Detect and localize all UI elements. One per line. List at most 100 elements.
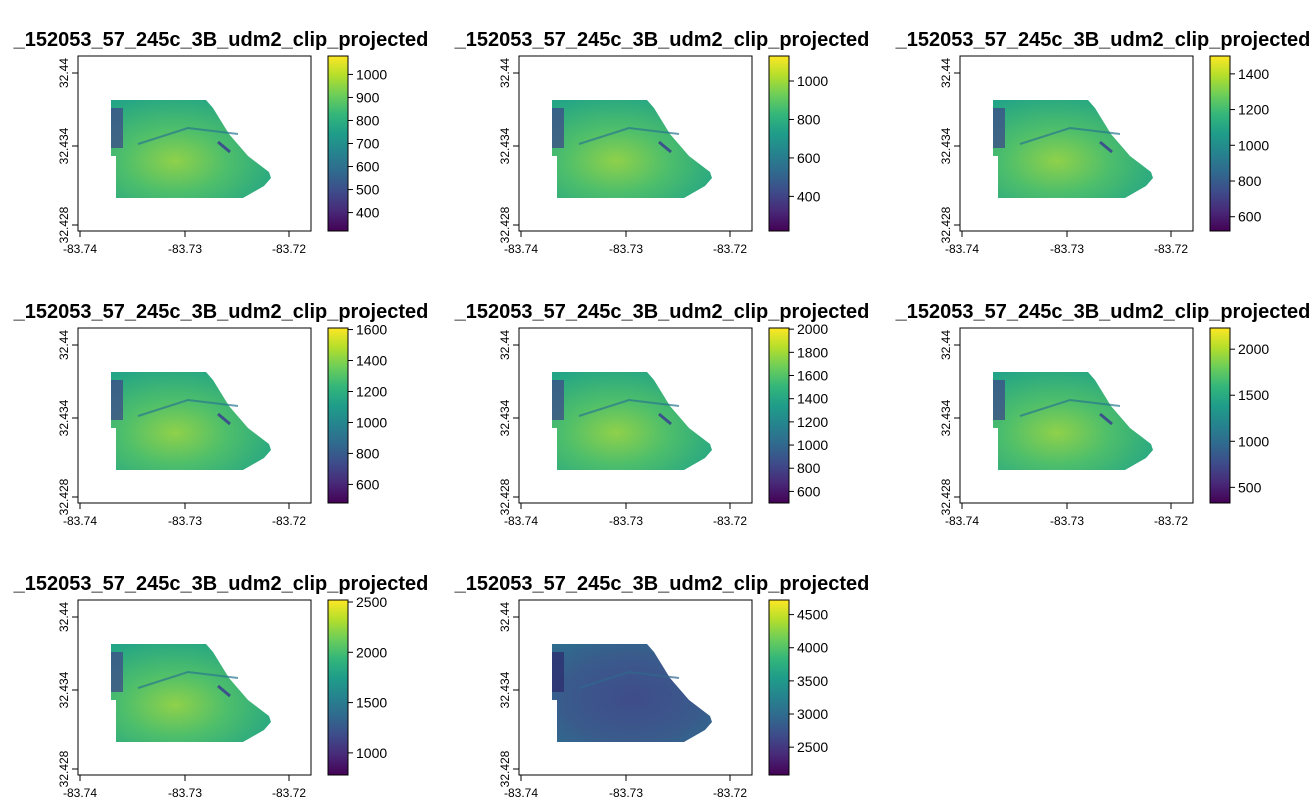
y-tick-label: 32.428 (498, 478, 512, 515)
colorbar-tick-label: 500 (356, 182, 380, 198)
y-tick-label: 32.44 (939, 330, 953, 360)
y-tick-label: 32.44 (498, 602, 512, 632)
colorbar (1209, 327, 1231, 504)
colorbar (327, 327, 349, 504)
panel-title: _152053_57_245c_3B_udm2_clip_projected (13, 29, 429, 51)
colorbar-tick-label: 1400 (1238, 66, 1269, 82)
dark-feature (1099, 140, 1113, 154)
raster-panel: _152053_57_245c_3B_udm2_clip_projected -8… (454, 301, 870, 528)
colorbar-tick-label: 2000 (356, 644, 387, 660)
y-tick-label: 32.434 (57, 127, 71, 164)
y-tick-label: 32.428 (57, 750, 71, 787)
dark-feature (217, 412, 231, 426)
raster-region (111, 372, 271, 470)
dark-feature (658, 684, 672, 698)
colorbar-tick-label: 800 (356, 112, 380, 128)
y-tick-label: 32.428 (939, 478, 953, 515)
x-tick-label: -83.73 (609, 514, 643, 528)
raster-panel: _152053_57_245c_3B_udm2_clip_projected -8… (454, 29, 870, 256)
colorbar-tick-label: 1600 (797, 368, 828, 384)
y-tick-label: 32.428 (939, 206, 953, 243)
colorbar-tick-label: 3500 (797, 673, 828, 689)
y-tick-label: 32.434 (498, 127, 512, 164)
panel-title: _152053_57_245c_3B_udm2_clip_projected (895, 29, 1311, 51)
colorbar-tick-label: 600 (356, 476, 380, 492)
y-tick-label: 32.44 (57, 330, 71, 360)
colorbar-tick-label: 800 (356, 445, 380, 461)
colorbar (1209, 55, 1231, 232)
dark-feature (111, 108, 123, 148)
panel-title: _152053_57_245c_3B_udm2_clip_projected (13, 573, 429, 595)
panel-title: _152053_57_245c_3B_udm2_clip_projected (454, 573, 870, 595)
x-tick-label: -83.72 (713, 514, 747, 528)
colorbar-tick-label: 600 (797, 150, 821, 166)
colorbar-tick-label: 1000 (356, 414, 387, 430)
colorbar-tick-label: 2000 (1238, 341, 1269, 357)
x-tick-label: -83.72 (272, 242, 306, 256)
y-tick-label: 32.428 (498, 206, 512, 243)
dark-feature (993, 380, 1005, 420)
x-tick-label: -83.72 (713, 242, 747, 256)
x-tick-label: -83.74 (945, 514, 979, 528)
colorbar-tick-label: 600 (797, 483, 821, 499)
colorbar-tick-label: 1000 (356, 745, 387, 761)
colorbar-tick-label: 1000 (797, 437, 828, 453)
y-tick-label: 32.428 (498, 750, 512, 787)
colorbar (768, 599, 790, 776)
dark-feature (111, 652, 123, 692)
x-tick-label: -83.74 (63, 786, 97, 800)
colorbar-tick-label: 4500 (797, 607, 828, 623)
dark-feature (217, 140, 231, 154)
colorbar (768, 55, 790, 232)
dark-feature (993, 108, 1005, 148)
y-tick-label: 32.434 (57, 671, 71, 708)
x-tick-label: -83.74 (945, 242, 979, 256)
x-tick-label: -83.73 (168, 786, 202, 800)
colorbar-tick-label: 1500 (356, 695, 387, 711)
raster-region (552, 100, 712, 198)
dark-feature (217, 684, 231, 698)
dark-feature (137, 670, 239, 689)
y-tick-label: 32.434 (939, 127, 953, 164)
raster-region (111, 644, 271, 742)
colorbar-tick-label: 400 (797, 188, 821, 204)
y-tick-label: 32.44 (939, 58, 953, 88)
y-tick-label: 32.428 (57, 478, 71, 515)
x-tick-label: -83.73 (168, 514, 202, 528)
colorbar-tick-label: 400 (356, 205, 380, 221)
colorbar (327, 55, 349, 232)
raster-panel: _152053_57_245c_3B_udm2_clip_projected -8… (454, 573, 870, 800)
colorbar-tick-label: 1000 (356, 66, 387, 82)
y-tick-label: 32.434 (939, 399, 953, 436)
raster-panel: _152053_57_245c_3B_udm2_clip_projected -8… (13, 301, 429, 528)
x-tick-label: -83.74 (63, 242, 97, 256)
raster-region (993, 372, 1153, 470)
colorbar-tick-label: 600 (356, 159, 380, 175)
y-tick-label: 32.434 (57, 399, 71, 436)
panel-title: _152053_57_245c_3B_udm2_clip_projected (895, 301, 1311, 323)
x-tick-label: -83.74 (504, 514, 538, 528)
y-tick-label: 32.434 (498, 399, 512, 436)
dark-feature (111, 380, 123, 420)
colorbar-tick-label: 800 (1238, 173, 1262, 189)
dark-feature (552, 652, 564, 692)
dark-feature (578, 126, 680, 145)
colorbar-tick-label: 1200 (797, 414, 828, 430)
x-tick-label: -83.73 (168, 242, 202, 256)
dark-feature (658, 140, 672, 154)
colorbar-tick-label: 1400 (356, 353, 387, 369)
panel-title: _152053_57_245c_3B_udm2_clip_projected (13, 301, 429, 323)
y-tick-label: 32.44 (498, 330, 512, 360)
colorbar-tick-label: 3000 (797, 706, 828, 722)
y-tick-label: 32.44 (498, 58, 512, 88)
panel-title: _152053_57_245c_3B_udm2_clip_projected (454, 301, 870, 323)
colorbar-tick-label: 1200 (1238, 102, 1269, 118)
x-tick-label: -83.72 (272, 786, 306, 800)
x-tick-label: -83.74 (63, 514, 97, 528)
raster-panel: _152053_57_245c_3B_udm2_clip_projected -8… (895, 29, 1311, 256)
x-tick-label: -83.73 (609, 786, 643, 800)
colorbar-tick-label: 900 (356, 89, 380, 105)
raster-region (993, 100, 1153, 198)
dark-feature (1099, 412, 1113, 426)
